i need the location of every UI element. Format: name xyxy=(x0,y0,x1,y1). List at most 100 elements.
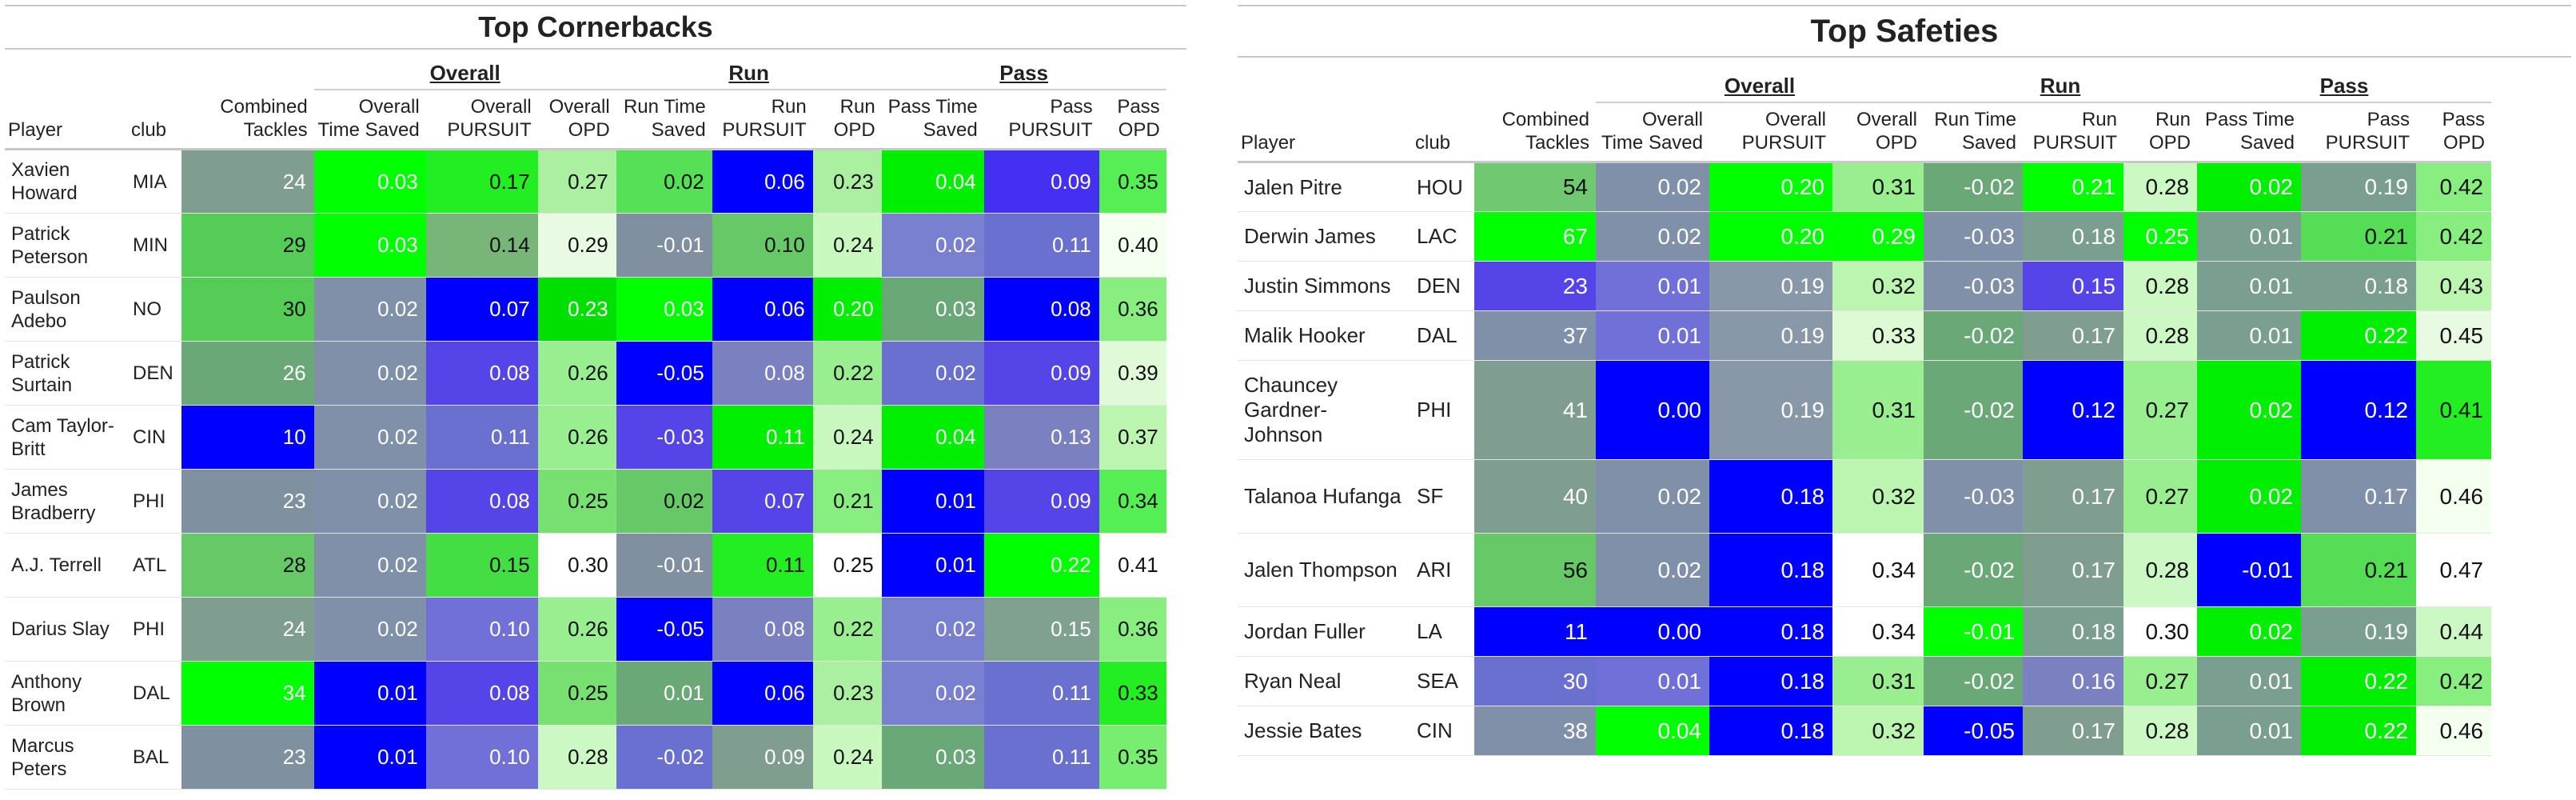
group-header-pass: Pass xyxy=(2197,58,2491,103)
cell-overall-pursuit: 0.18 xyxy=(1709,459,1832,534)
cell-pass-pursuit: 0.09 xyxy=(983,149,1099,214)
cell-combined-tackles: 41 xyxy=(1474,360,1596,460)
cell-overall-time-saved: 0.01 xyxy=(1596,261,1709,311)
cell-run-opd: 0.21 xyxy=(812,469,882,534)
safeties-body: Jalen Pitre HOU 54 0.02 0.20 0.31 -0.02 0.21 0.2… xyxy=(1238,162,2491,756)
cell-pass-time-saved: 0.02 xyxy=(881,341,984,406)
cell-combined-tackles: 28 xyxy=(181,533,314,598)
cell-overall-pursuit: 0.17 xyxy=(425,149,538,214)
cell-combined-tackles: 56 xyxy=(1474,533,1596,607)
cell-overall-opd: 0.23 xyxy=(537,277,616,342)
cell-pass-pursuit: 0.17 xyxy=(2301,459,2416,534)
cell-pass-time-saved: 0.01 xyxy=(2197,706,2301,756)
cell-pass-opd: 0.37 xyxy=(1099,405,1166,470)
cell-pass-time-saved: 0.03 xyxy=(881,725,984,790)
cell-pass-pursuit: 0.18 xyxy=(2301,261,2416,311)
column-header-combined-tackles: Combined Tackles xyxy=(181,90,314,150)
cell-pass-time-saved: 0.01 xyxy=(2197,310,2301,361)
cell-overall-pursuit: 0.08 xyxy=(425,661,538,726)
cell-combined-tackles: 10 xyxy=(181,405,314,470)
cell-pass-time-saved: 0.02 xyxy=(2197,459,2301,534)
cell-combined-tackles: 38 xyxy=(1474,706,1596,756)
cell-run-pursuit: 0.06 xyxy=(712,661,813,726)
table-row: Anthony Brown DAL 34 0.01 0.08 0.25 0.01 0.06 0.… xyxy=(5,661,1166,726)
cell-overall-time-saved: 0.01 xyxy=(1596,656,1709,706)
table-row: Marcus Peters BAL 23 0.01 0.10 0.28 -0.02 0.09 0… xyxy=(5,725,1166,790)
cell-overall-time-saved: 0.02 xyxy=(313,405,426,470)
cell-run-opd: 0.22 xyxy=(812,341,882,406)
cell-overall-pursuit: 0.18 xyxy=(1709,533,1832,607)
cell-pass-pursuit: 0.22 xyxy=(2301,656,2416,706)
cell-overall-time-saved: 0.01 xyxy=(313,725,426,790)
table-row: Jalen Pitre HOU 54 0.02 0.20 0.31 -0.02 0.21 0.2… xyxy=(1238,162,2491,212)
cell-overall-time-saved: 0.02 xyxy=(313,277,426,342)
cell-combined-tackles: 23 xyxy=(181,725,314,790)
cell-pass-pursuit: 0.11 xyxy=(983,661,1099,726)
column-header-club: club xyxy=(1412,102,1474,163)
table-row: Ryan Neal SEA 30 0.01 0.18 0.31 -0.02 0.16 0.27 0… xyxy=(1238,656,2491,706)
cell-overall-pursuit: 0.19 xyxy=(1709,261,1832,311)
cell-pass-opd: 0.41 xyxy=(1099,533,1166,598)
club-code: DEN xyxy=(128,341,181,406)
club-code: CIN xyxy=(1412,706,1474,756)
column-header-run-opd: Run OPD xyxy=(2123,102,2197,163)
cell-pass-time-saved: 0.01 xyxy=(2197,261,2301,311)
player-name: A.J. Terrell xyxy=(5,533,128,598)
column-header-pass-pursuit: Pass PURSUIT xyxy=(2301,102,2416,163)
column-header-combined-tackles: Combined Tackles xyxy=(1474,102,1596,163)
cell-overall-opd: 0.26 xyxy=(537,597,616,662)
group-header-overall: Overall xyxy=(313,50,616,90)
cell-run-pursuit: 0.21 xyxy=(2023,162,2123,212)
cell-overall-opd: 0.25 xyxy=(537,469,616,534)
cell-pass-time-saved: 0.04 xyxy=(881,149,984,214)
cell-overall-pursuit: 0.20 xyxy=(1709,162,1832,212)
cell-run-pursuit: 0.17 xyxy=(2023,706,2123,756)
cell-run-pursuit: 0.11 xyxy=(712,533,813,598)
cell-combined-tackles: 30 xyxy=(1474,656,1596,706)
cell-run-time-saved: -0.02 xyxy=(616,725,712,790)
cornerbacks-body: Xavien Howard MIA 24 0.03 0.17 0.27 0.02 0.06 0.… xyxy=(5,149,1166,790)
player-name: Jalen Pitre xyxy=(1238,162,1412,212)
cell-combined-tackles: 26 xyxy=(181,341,314,406)
cell-pass-opd: 0.36 xyxy=(1099,597,1166,662)
cell-pass-opd: 0.42 xyxy=(2416,656,2491,706)
cell-overall-time-saved: 0.00 xyxy=(1596,606,1709,657)
cell-run-pursuit: 0.08 xyxy=(712,341,813,406)
player-name: Justin Simmons xyxy=(1238,261,1412,311)
cell-pass-time-saved: 0.01 xyxy=(881,469,984,534)
cell-overall-time-saved: 0.02 xyxy=(313,533,426,598)
table-row: Paulson Adebo NO 30 0.02 0.07 0.23 0.03 0.06 0.2… xyxy=(5,277,1166,342)
column-header-overall-time-saved: Overall Time Saved xyxy=(313,90,426,150)
player-name: Patrick Peterson xyxy=(5,213,128,278)
cell-run-opd: 0.30 xyxy=(2123,606,2197,657)
table-row: James Bradberry PHI 23 0.02 0.08 0.25 0.02 0.07… xyxy=(5,469,1166,534)
cell-run-opd: 0.25 xyxy=(812,533,882,598)
column-header-run-opd: Run OPD xyxy=(812,90,882,150)
table-row: Jordan Fuller LA 11 0.00 0.18 0.34 -0.01 0.18 0.… xyxy=(1238,606,2491,657)
cell-overall-time-saved: 0.01 xyxy=(313,661,426,726)
cell-run-pursuit: 0.06 xyxy=(712,277,813,342)
cell-pass-opd: 0.40 xyxy=(1099,213,1166,278)
table-row: Xavien Howard MIA 24 0.03 0.17 0.27 0.02 0.06 0.… xyxy=(5,149,1166,214)
cell-overall-pursuit: 0.19 xyxy=(1709,360,1832,460)
cell-overall-pursuit: 0.19 xyxy=(1709,310,1832,361)
cell-pass-pursuit: 0.13 xyxy=(983,405,1099,470)
cell-pass-opd: 0.42 xyxy=(2416,162,2491,212)
cell-run-time-saved: -0.05 xyxy=(616,597,712,662)
club-code: DAL xyxy=(128,661,181,726)
cell-run-time-saved: -0.02 xyxy=(1924,360,2023,460)
table-row: Patrick Peterson MIN 29 0.03 0.14 0.29 -0.01 0.… xyxy=(5,213,1166,278)
cell-run-opd: 0.23 xyxy=(812,661,882,726)
cell-overall-opd: 0.32 xyxy=(1832,706,1924,756)
cell-pass-time-saved: 0.02 xyxy=(881,661,984,726)
cell-pass-pursuit: 0.09 xyxy=(983,341,1099,406)
column-header-run-time-saved: Run Time Saved xyxy=(616,90,712,150)
cell-combined-tackles: 40 xyxy=(1474,459,1596,534)
cell-pass-opd: 0.47 xyxy=(2416,533,2491,607)
cell-overall-time-saved: 0.02 xyxy=(1596,533,1709,607)
cell-run-time-saved: -0.02 xyxy=(1924,656,2023,706)
cell-run-opd: 0.27 xyxy=(2123,360,2197,460)
column-header-player: Player xyxy=(1238,102,1412,163)
club-code: LA xyxy=(1412,606,1474,657)
cell-overall-opd: 0.32 xyxy=(1832,459,1924,534)
